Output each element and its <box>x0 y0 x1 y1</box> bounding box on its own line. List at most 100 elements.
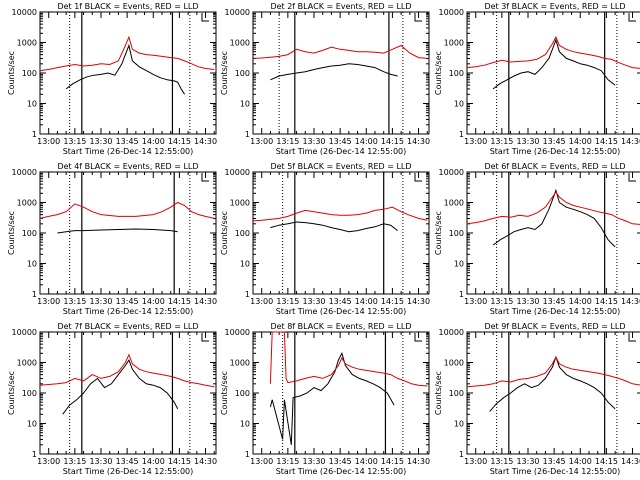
events-series-line <box>269 351 395 445</box>
chart-panel: Det 5f BLACK = Events, RED = LLD Start Ti… <box>220 162 430 316</box>
x-tick-label: 14:15 <box>595 457 618 466</box>
x-tick-label: 13:45 <box>116 137 139 146</box>
x-tick-label: 13:00 <box>250 137 273 146</box>
chart-title: Det 3f BLACK = Events, RED = LLD <box>484 2 625 11</box>
x-axis-label: Start Time (26-Dec-14 12:55:00) <box>490 467 621 476</box>
x-tick-label: 13:00 <box>37 297 60 306</box>
lld-series-line <box>466 191 640 225</box>
chart-panel: Det 2f BLACK = Events, RED = LLD Start Ti… <box>220 2 430 156</box>
y-tick-label: 100 <box>449 69 464 78</box>
x-axis-label: Start Time (26-Dec-14 12:55:00) <box>63 147 194 156</box>
x-tick-label: 14:30 <box>407 457 430 466</box>
x-tick-label: 14:00 <box>142 457 165 466</box>
x-tick-label: 13:00 <box>464 137 487 146</box>
x-tick-label: 13:45 <box>329 137 352 146</box>
y-tick-label: 10 <box>240 260 250 269</box>
x-axis-label: Start Time (26-Dec-14 12:55:00) <box>63 467 194 476</box>
y-tick-label: 10 <box>27 420 37 429</box>
y-tick-label: 100 <box>449 229 464 238</box>
y-tick-label: 10000 <box>12 328 37 337</box>
events-series-line <box>492 38 616 90</box>
y-tick-label: 10 <box>240 100 250 109</box>
y-tick-label: 100 <box>22 69 37 78</box>
x-tick-label: 13:00 <box>250 457 273 466</box>
y-axis-label: Counts/sec <box>7 371 16 415</box>
y-tick-label: 1000 <box>444 199 464 208</box>
y-tick-label: 1 <box>245 290 250 299</box>
y-tick-label: 1000 <box>17 359 37 368</box>
y-axis-label: Counts/sec <box>434 51 443 95</box>
x-tick-label: 13:15 <box>490 297 513 306</box>
y-axis-label: Counts/sec <box>7 211 16 255</box>
x-tick-label: 14:30 <box>194 137 217 146</box>
lld-series-line <box>252 206 428 222</box>
y-tick-label: 1 <box>245 450 250 459</box>
x-tick-label: 14:15 <box>595 137 618 146</box>
chart-panel: Det 9f BLACK = Events, RED = LLD Start Ti… <box>434 322 640 476</box>
x-tick-label: 14:30 <box>194 297 217 306</box>
x-axis-label: Start Time (26-Dec-14 12:55:00) <box>63 307 194 316</box>
y-tick-label: 10 <box>27 260 37 269</box>
y-tick-label: 1000 <box>444 359 464 368</box>
y-tick-label: 10000 <box>225 8 250 17</box>
lld-series-line <box>252 44 428 59</box>
x-tick-label: 13:00 <box>37 457 60 466</box>
x-tick-label: 13:30 <box>89 457 112 466</box>
events-series-line <box>57 228 178 234</box>
x-tick-label: 14:30 <box>194 457 217 466</box>
y-tick-label: 100 <box>22 389 37 398</box>
y-axis-label: Counts/sec <box>220 51 229 95</box>
events-series-line <box>270 63 398 81</box>
plot-frame <box>466 171 640 295</box>
y-tick-label: 1 <box>32 450 37 459</box>
events-series-line <box>65 43 186 95</box>
y-axis-label: Counts/sec <box>220 211 229 255</box>
y-axis-label: Counts/sec <box>434 371 443 415</box>
y-tick-label: 1000 <box>230 199 250 208</box>
y-tick-label: 10 <box>240 420 250 429</box>
y-tick-label: 10 <box>454 100 464 109</box>
chart-title: Det 6f BLACK = Events, RED = LLD <box>484 162 625 171</box>
y-tick-label: 1 <box>245 130 250 139</box>
chart-title: Det 7f BLACK = Events, RED = LLD <box>57 322 198 331</box>
y-tick-label: 1000 <box>230 39 250 48</box>
x-tick-label: 14:30 <box>407 137 430 146</box>
bracket-mark <box>628 173 636 182</box>
x-tick-label: 13:30 <box>516 137 539 146</box>
lld-series-line <box>269 331 428 387</box>
x-tick-label: 14:15 <box>595 297 618 306</box>
y-axis-label: Counts/sec <box>434 211 443 255</box>
x-tick-label: 13:45 <box>329 457 352 466</box>
y-tick-label: 10000 <box>225 168 250 177</box>
y-tick-label: 1 <box>459 290 464 299</box>
y-tick-label: 1000 <box>444 39 464 48</box>
y-tick-label: 10 <box>27 100 37 109</box>
x-axis-label: Start Time (26-Dec-14 12:55:00) <box>490 147 621 156</box>
lld-series-line <box>466 356 640 388</box>
bracket-mark <box>628 13 636 22</box>
chart-panel: Det 3f BLACK = Events, RED = LLD Start Ti… <box>434 2 640 156</box>
y-tick-label: 10000 <box>12 8 37 17</box>
chart-title: Det 5f BLACK = Events, RED = LLD <box>270 162 411 171</box>
y-tick-label: 10 <box>454 260 464 269</box>
y-tick-label: 100 <box>22 229 37 238</box>
y-tick-label: 10000 <box>225 328 250 337</box>
x-tick-label: 13:30 <box>302 137 325 146</box>
x-tick-label: 14:30 <box>407 297 430 306</box>
y-tick-label: 1000 <box>230 359 250 368</box>
x-tick-label: 14:15 <box>168 137 191 146</box>
x-tick-label: 14:15 <box>381 137 404 146</box>
chart-title: Det 2f BLACK = Events, RED = LLD <box>270 2 411 11</box>
x-tick-label: 13:00 <box>464 457 487 466</box>
chart-title: Det 8f BLACK = Events, RED = LLD <box>270 322 411 331</box>
chart-panel: Det 4f BLACK = Events, RED = LLD Start Ti… <box>7 162 217 316</box>
x-tick-label: 13:15 <box>490 137 513 146</box>
y-tick-label: 1000 <box>17 199 37 208</box>
y-tick-label: 10000 <box>439 8 464 17</box>
chart-panel: Det 8f BLACK = Events, RED = LLD Start Ti… <box>220 322 430 476</box>
events-series-line <box>62 359 179 415</box>
chart-panel: Det 6f BLACK = Events, RED = LLD Start Ti… <box>434 162 640 316</box>
y-tick-label: 100 <box>449 389 464 398</box>
x-tick-label: 13:30 <box>516 297 539 306</box>
y-tick-label: 100 <box>235 229 250 238</box>
